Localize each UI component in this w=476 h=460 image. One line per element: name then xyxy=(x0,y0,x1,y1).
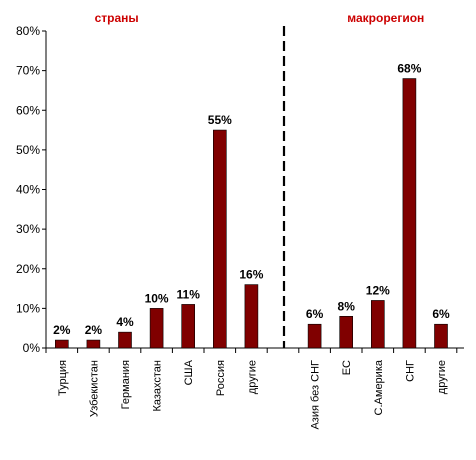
data-label: 2% xyxy=(53,323,71,337)
category-label: Россия xyxy=(215,360,227,396)
bar xyxy=(434,323,448,349)
data-label: 12% xyxy=(366,283,390,297)
y-tick-label: 70% xyxy=(16,64,40,78)
bars xyxy=(54,78,448,349)
data-label: 55% xyxy=(208,113,232,127)
y-tick-label: 20% xyxy=(16,262,40,276)
y-tick-label: 40% xyxy=(16,183,40,197)
data-label: 8% xyxy=(338,299,356,313)
y-tick-label: 10% xyxy=(16,301,40,315)
category-label: Азия без СНГ xyxy=(310,360,322,430)
section-label: макрорегион xyxy=(347,11,424,25)
category-label: С.Америка xyxy=(373,359,385,415)
y-tick-label: 60% xyxy=(16,103,40,117)
category-label: США xyxy=(183,359,195,385)
category-label: другие xyxy=(246,360,258,394)
category-label: Узбекистан xyxy=(88,360,100,417)
data-label: 6% xyxy=(432,307,450,321)
labels: 0% 10% 20% 30% 40% 50% 60% 70% 80% 2% Турция 2% Узбе… xyxy=(16,11,450,430)
category-label: Казахстан xyxy=(152,360,164,412)
category-label: другие xyxy=(436,360,448,394)
bar xyxy=(149,308,164,349)
bar xyxy=(54,339,69,349)
axes xyxy=(42,26,464,353)
data-label: 4% xyxy=(116,315,134,329)
data-label: 11% xyxy=(177,287,201,301)
data-label: 10% xyxy=(145,291,169,305)
data-label: 6% xyxy=(306,307,324,321)
y-tick-label: 50% xyxy=(16,143,40,157)
bar xyxy=(307,323,322,349)
data-label: 2% xyxy=(85,323,103,337)
section-label: страны xyxy=(95,11,139,25)
bar xyxy=(402,78,417,349)
bar xyxy=(244,284,259,349)
bar xyxy=(118,331,132,349)
bar xyxy=(181,304,195,349)
data-label: 16% xyxy=(239,268,263,282)
bar xyxy=(213,129,227,349)
bar xyxy=(86,339,101,349)
category-label: Германия xyxy=(120,360,132,409)
y-tick-label: 80% xyxy=(16,24,40,38)
y-tick-label: 0% xyxy=(23,341,41,355)
y-tick-label: 30% xyxy=(16,222,40,236)
category-label: ЕС xyxy=(341,360,353,375)
data-label: 68% xyxy=(397,62,421,76)
category-label: СНГ xyxy=(404,360,416,382)
category-label: Турция xyxy=(57,360,69,396)
bar xyxy=(370,300,385,349)
bar xyxy=(339,315,354,349)
